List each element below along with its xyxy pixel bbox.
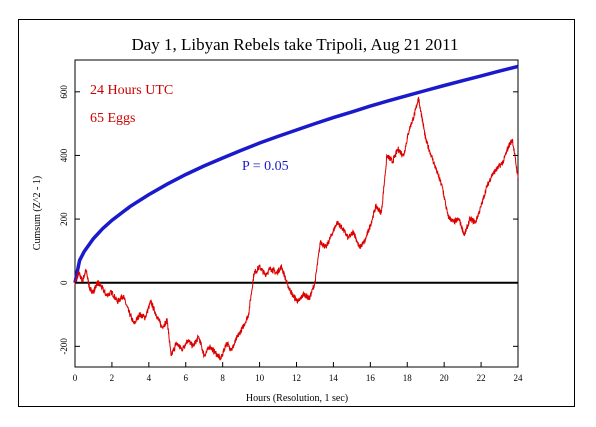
chart-title: Day 1, Libyan Rebels take Tripoli, Aug 2…	[131, 35, 458, 54]
x-axis-label: Hours (Resolution, 1 sec)	[246, 393, 348, 404]
plot-border	[74, 59, 519, 368]
x-tick-label: 0	[73, 373, 78, 383]
x-tick-label: 16	[366, 373, 376, 383]
y-axis-label: Cumsum (Z^2 - 1)	[32, 176, 43, 250]
y-axis-ticks: -200 0 200 400 600	[59, 85, 518, 355]
x-tick-label: 12	[292, 373, 301, 383]
p-value-annotation: P = 0.05	[242, 159, 289, 174]
x-tick-label: 8	[220, 373, 225, 383]
hours-annotation: 24 Hours UTC	[90, 83, 173, 98]
x-tick-label: 10	[255, 373, 265, 383]
x-tick-label: 6	[184, 373, 189, 383]
y-tick-label: -200	[59, 338, 69, 355]
y-tick-label: 600	[59, 85, 69, 99]
x-tick-label: 24	[514, 373, 524, 383]
x-tick-label: 2	[110, 373, 115, 383]
x-tick-label: 4	[147, 373, 152, 383]
y-tick-label: 200	[59, 212, 69, 226]
x-tick-label: 18	[403, 373, 413, 383]
p05-envelope-line	[73, 64, 519, 284]
y-tick-label: 0	[59, 280, 69, 285]
x-tick-label: 14	[329, 373, 339, 383]
x-axis-ticks: 0 2 4 6 8 10 12 14 16 18 20 22 24	[73, 362, 523, 383]
x-tick-label: 20	[440, 373, 450, 383]
x-tick-label: 22	[477, 373, 486, 383]
chart-frame	[18, 19, 575, 407]
y-tick-label: 400	[59, 148, 69, 162]
cumsum-series-line	[74, 96, 519, 361]
eggs-annotation: 65 Eggs	[90, 111, 136, 126]
